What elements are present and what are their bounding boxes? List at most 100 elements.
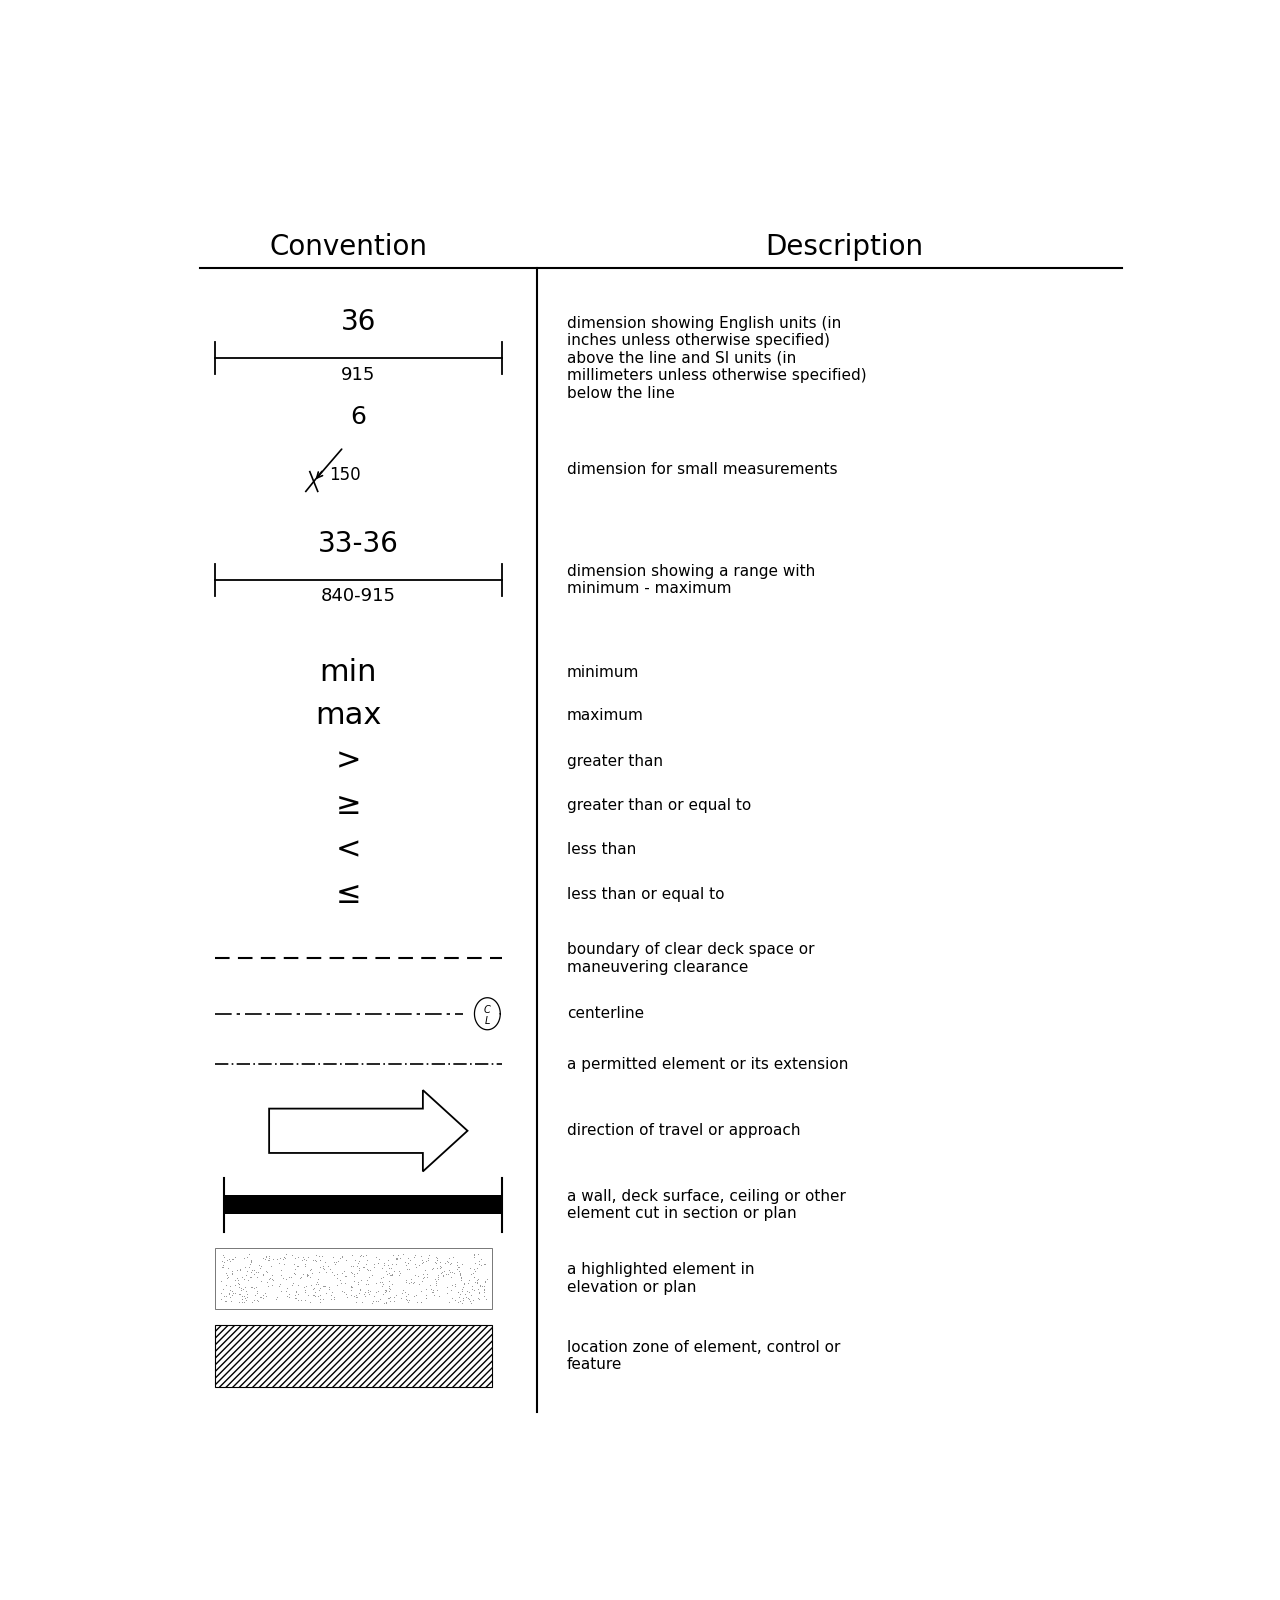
Point <box>317 1253 338 1278</box>
Point <box>449 1282 470 1307</box>
Point <box>232 1275 252 1301</box>
Point <box>470 1274 490 1299</box>
Point <box>387 1245 407 1270</box>
Point <box>269 1274 289 1299</box>
Point <box>411 1288 431 1314</box>
Point <box>374 1264 394 1290</box>
Point <box>396 1267 416 1293</box>
Point <box>270 1258 291 1283</box>
Point <box>444 1259 465 1285</box>
Point <box>474 1251 494 1277</box>
Point <box>470 1253 490 1278</box>
Point <box>399 1256 420 1282</box>
Point <box>348 1256 369 1282</box>
Point <box>371 1274 392 1299</box>
Point <box>358 1282 379 1307</box>
Point <box>297 1262 317 1288</box>
Point <box>448 1254 468 1280</box>
Point <box>378 1251 398 1277</box>
Point <box>344 1264 365 1290</box>
Point <box>429 1254 449 1280</box>
Point <box>468 1248 489 1274</box>
Point <box>276 1242 297 1267</box>
Point <box>438 1280 458 1306</box>
Point <box>411 1269 431 1294</box>
Point <box>351 1242 371 1267</box>
Point <box>452 1278 472 1304</box>
Point <box>451 1267 471 1293</box>
Point <box>381 1272 402 1298</box>
Point <box>444 1270 465 1296</box>
Point <box>241 1274 261 1299</box>
Point <box>403 1270 424 1296</box>
Point <box>335 1270 356 1296</box>
Point <box>300 1264 320 1290</box>
Point <box>462 1272 483 1298</box>
Point <box>389 1258 410 1283</box>
Point <box>223 1280 243 1306</box>
Point <box>411 1278 431 1304</box>
Point <box>293 1274 314 1299</box>
Point <box>371 1269 392 1294</box>
Point <box>297 1262 317 1288</box>
Point <box>296 1274 316 1299</box>
Point <box>325 1250 346 1275</box>
Point <box>259 1274 279 1299</box>
Point <box>279 1264 300 1290</box>
Point <box>347 1254 367 1280</box>
Point <box>310 1248 330 1274</box>
Point <box>242 1275 262 1301</box>
Point <box>475 1269 495 1294</box>
Point <box>237 1245 257 1270</box>
Point <box>348 1269 369 1294</box>
Point <box>251 1267 271 1293</box>
Point <box>321 1280 342 1306</box>
Point <box>474 1277 494 1302</box>
Point <box>234 1245 255 1270</box>
Point <box>468 1286 489 1312</box>
Point <box>244 1261 265 1286</box>
Point <box>375 1259 396 1285</box>
Point <box>291 1264 311 1290</box>
Point <box>379 1261 399 1286</box>
Text: maximum: maximum <box>567 709 644 723</box>
Point <box>461 1282 481 1307</box>
Point <box>392 1280 412 1306</box>
Point <box>261 1266 282 1291</box>
Point <box>236 1288 256 1314</box>
Point <box>476 1286 497 1312</box>
Point <box>306 1243 326 1269</box>
Point <box>228 1290 248 1315</box>
Point <box>297 1261 317 1286</box>
Point <box>296 1248 316 1274</box>
Point <box>214 1248 234 1274</box>
Point <box>229 1282 250 1307</box>
Point <box>452 1275 472 1301</box>
Point <box>449 1288 470 1314</box>
Point <box>467 1270 488 1296</box>
Point <box>438 1261 458 1286</box>
Point <box>219 1282 239 1307</box>
Text: location zone of element, control or
feature: location zone of element, control or fea… <box>567 1341 840 1373</box>
Point <box>376 1278 397 1304</box>
Point <box>261 1262 282 1288</box>
Point <box>375 1290 396 1315</box>
Text: <: < <box>335 835 361 864</box>
Point <box>357 1277 378 1302</box>
Point <box>376 1261 397 1286</box>
Point <box>279 1285 300 1310</box>
Point <box>355 1278 375 1304</box>
Point <box>436 1274 457 1299</box>
Point <box>288 1282 308 1307</box>
Point <box>269 1245 289 1270</box>
Point <box>397 1288 417 1314</box>
Point <box>477 1266 498 1291</box>
Point <box>307 1270 328 1296</box>
Point <box>266 1286 287 1312</box>
Point <box>340 1277 361 1302</box>
Point <box>380 1288 401 1314</box>
Point <box>348 1270 369 1296</box>
Point <box>241 1264 261 1290</box>
Point <box>372 1272 393 1298</box>
Point <box>379 1283 399 1309</box>
